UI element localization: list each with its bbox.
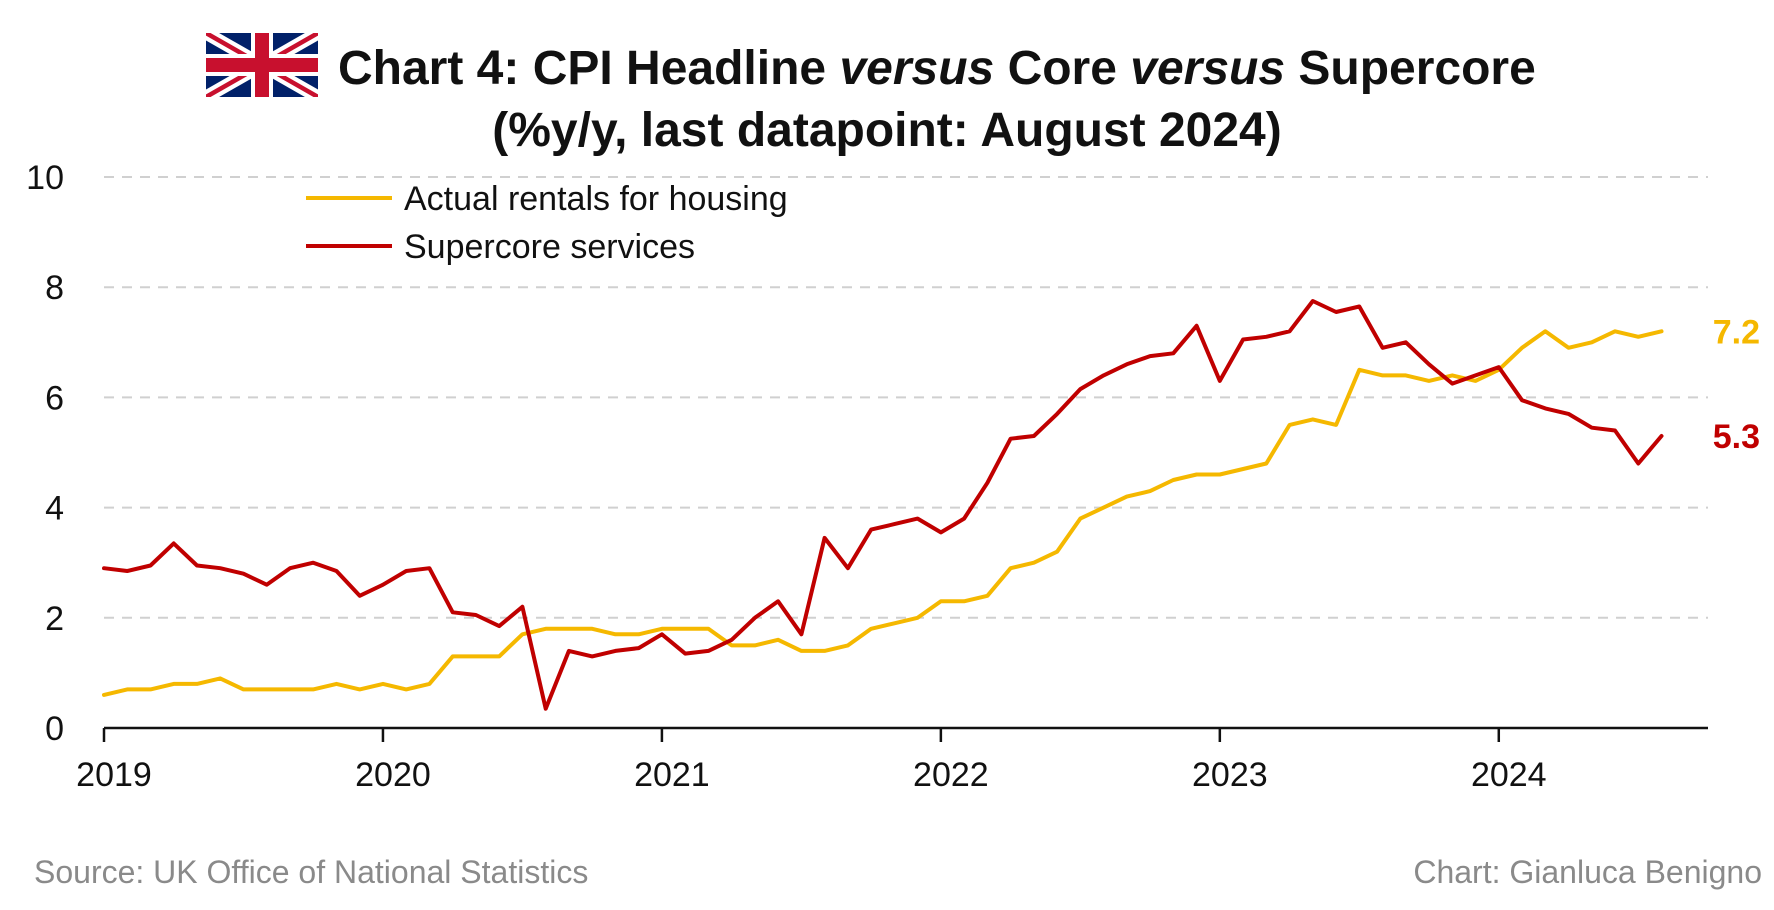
axes: 0 2 4 6 8 10 2019 2020 2021 2022 2023 2024 xyxy=(26,159,1708,794)
y-tick-label: 6 xyxy=(45,379,64,417)
chart-title: Chart 4: CPI Headline versus Core versus… xyxy=(338,42,1536,95)
chart-credit: Chart: Gianluca Benigno xyxy=(1413,854,1762,890)
legend: Actual rentals for housing Supercore serv… xyxy=(306,180,788,266)
series-lines xyxy=(102,299,1664,711)
y-tick-label: 4 xyxy=(45,490,64,528)
x-tick-label: 2020 xyxy=(355,756,431,794)
end-labels: 7.2 5.3 xyxy=(1713,313,1760,456)
legend-label: Actual rentals for housing xyxy=(404,180,788,218)
end-value-label: 7.2 xyxy=(1713,313,1760,351)
end-value-label: 5.3 xyxy=(1713,418,1760,456)
y-tick-label: 8 xyxy=(45,269,64,307)
series-line-2 xyxy=(102,299,1664,711)
x-tick-label: 2022 xyxy=(913,756,989,794)
x-tick-label: 2019 xyxy=(76,756,152,794)
x-tick-label: 2024 xyxy=(1471,756,1547,794)
y-tick-label: 2 xyxy=(45,600,64,638)
legend-label: Supercore services xyxy=(404,228,695,266)
y-tick-label: 0 xyxy=(45,710,64,748)
gridlines xyxy=(104,176,1708,619)
x-tick-label: 2021 xyxy=(634,756,710,794)
series-line-1 xyxy=(102,329,1664,697)
x-tick-label: 2023 xyxy=(1192,756,1268,794)
chart-subtitle: (%y/y, last datapoint: August 2024) xyxy=(492,104,1281,157)
y-tick-label: 10 xyxy=(26,159,64,197)
uk-flag-icon xyxy=(206,33,318,97)
source-note: Source: UK Office of National Statistics xyxy=(34,854,588,890)
